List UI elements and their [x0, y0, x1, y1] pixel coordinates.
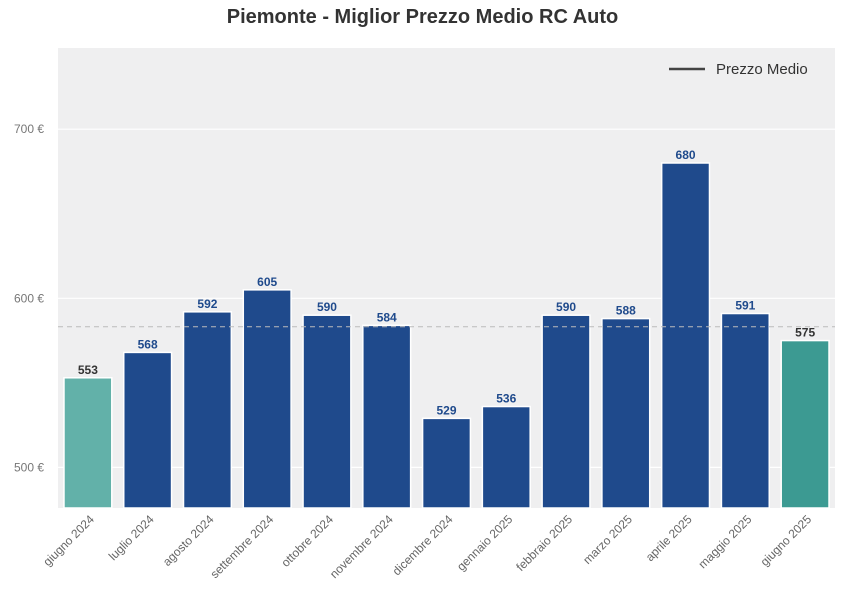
bar: [122, 351, 173, 509]
chart-title: Piemonte - Miglior Prezzo Medio RC Auto: [226, 6, 619, 28]
bar: [780, 339, 830, 509]
bar: [481, 405, 531, 509]
bar: [720, 312, 771, 509]
x-tick-label: dicembre 2024: [390, 512, 456, 578]
bar-value-label: 590: [317, 300, 337, 314]
legend-label: Prezzo Medio: [716, 61, 808, 78]
x-tick-label: giugno 2025: [758, 512, 815, 569]
bar-value-label: 568: [138, 337, 158, 351]
bar: [182, 311, 233, 509]
bar: [421, 417, 472, 509]
bar-value-label: 553: [78, 363, 98, 377]
bars: [63, 162, 830, 509]
x-tick-label: luglio 2024: [106, 512, 157, 563]
x-tick-label: gennaio 2025: [454, 512, 516, 574]
x-tick-label: ottobre 2024: [279, 512, 337, 570]
bar: [601, 317, 651, 509]
x-axis-ticks: giugno 2024 luglio 2024 agosto 2024settemb…: [40, 512, 814, 581]
bar: [660, 162, 711, 509]
x-tick-label: giugno 2024: [40, 512, 97, 569]
x-tick-label: settembre 2024: [207, 512, 276, 581]
bar-value-label: 584: [377, 310, 397, 324]
bar-value-label: 590: [556, 300, 576, 314]
x-tick-label: novembre 2024: [327, 512, 396, 581]
value-labels: 553 568 592 605 590 584 529 536 590 588 680 591 575: [78, 148, 816, 417]
bar-value-label: 680: [676, 148, 696, 162]
bar-value-label: 575: [795, 326, 815, 340]
bar-value-label: 588: [616, 304, 636, 318]
x-tick-label: febbraio 2025: [513, 512, 575, 574]
y-axis-ticks: 500 € 600 € 700 €: [14, 122, 44, 474]
bar-value-label: 591: [735, 299, 755, 313]
bar: [362, 324, 412, 509]
bar: [541, 314, 591, 509]
bar-value-label: 536: [496, 392, 516, 406]
x-tick-label: aprile 2025: [643, 512, 695, 564]
y-tick-label: 700 €: [14, 122, 44, 136]
x-tick-label: agosto 2024: [160, 512, 217, 569]
y-tick-label: 600 €: [14, 291, 44, 305]
x-tick-label: marzo 2025: [580, 512, 635, 567]
bar-value-label: 605: [257, 275, 277, 289]
x-tick-label: maggio 2025: [696, 512, 755, 571]
bar-value-label: 592: [197, 297, 217, 311]
bar: [302, 314, 352, 509]
legend: Prezzo Medio: [669, 61, 808, 78]
y-tick-label: 500 €: [14, 460, 44, 474]
bar: [242, 289, 292, 509]
bar: [63, 377, 113, 509]
bar-value-label: 529: [436, 403, 456, 417]
